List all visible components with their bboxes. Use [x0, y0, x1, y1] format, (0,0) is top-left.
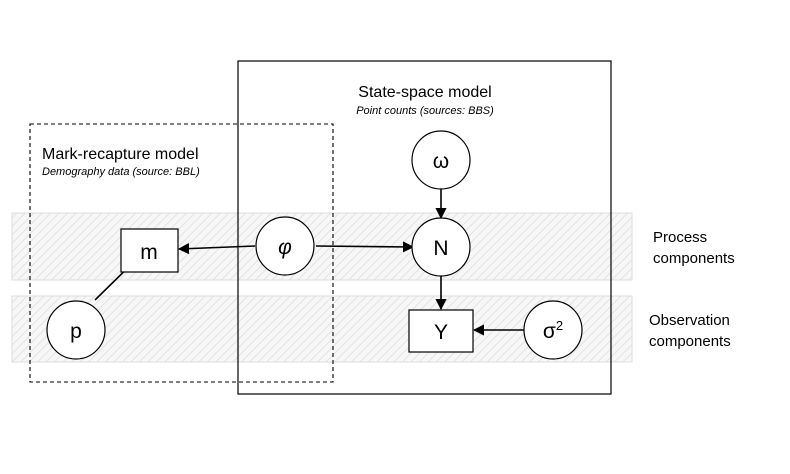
node-m-label: m	[140, 241, 158, 264]
node-Y: Y	[408, 309, 474, 353]
edge-phi-to-N	[315, 241, 415, 253]
observation-label-line1: Observation	[649, 312, 730, 329]
state-space-box	[237, 60, 612, 395]
process-label-line1: Process	[653, 229, 707, 246]
node-sigma: σ2	[523, 300, 583, 360]
node-omega: ω	[411, 130, 471, 190]
node-Y-label: Y	[434, 321, 448, 344]
node-m: m	[120, 228, 179, 273]
node-omega-label: ω	[433, 150, 449, 173]
node-phi-label: φ	[278, 236, 292, 259]
node-phi: φ	[255, 216, 315, 276]
process-label-line2: components	[653, 250, 735, 267]
edge-phi-to-m	[177, 243, 256, 255]
node-p-label: p	[70, 320, 82, 343]
mark-recapture-title: Mark-recapture model	[42, 146, 199, 163]
node-N-label: N	[433, 237, 448, 260]
state-space-subtitle: Point counts (sources: BBS)	[356, 105, 494, 117]
node-N: N	[411, 217, 471, 277]
node-sigma-exponent: 2	[556, 318, 563, 333]
mark-recapture-subtitle: Demography data (source: BBL)	[42, 166, 200, 178]
svg-text:σ2: σ2	[543, 318, 563, 343]
node-p: p	[46, 300, 106, 360]
node-sigma-label: σ	[543, 320, 556, 343]
state-space-title: State-space model	[358, 84, 491, 101]
observation-label-line2: components	[649, 333, 731, 350]
